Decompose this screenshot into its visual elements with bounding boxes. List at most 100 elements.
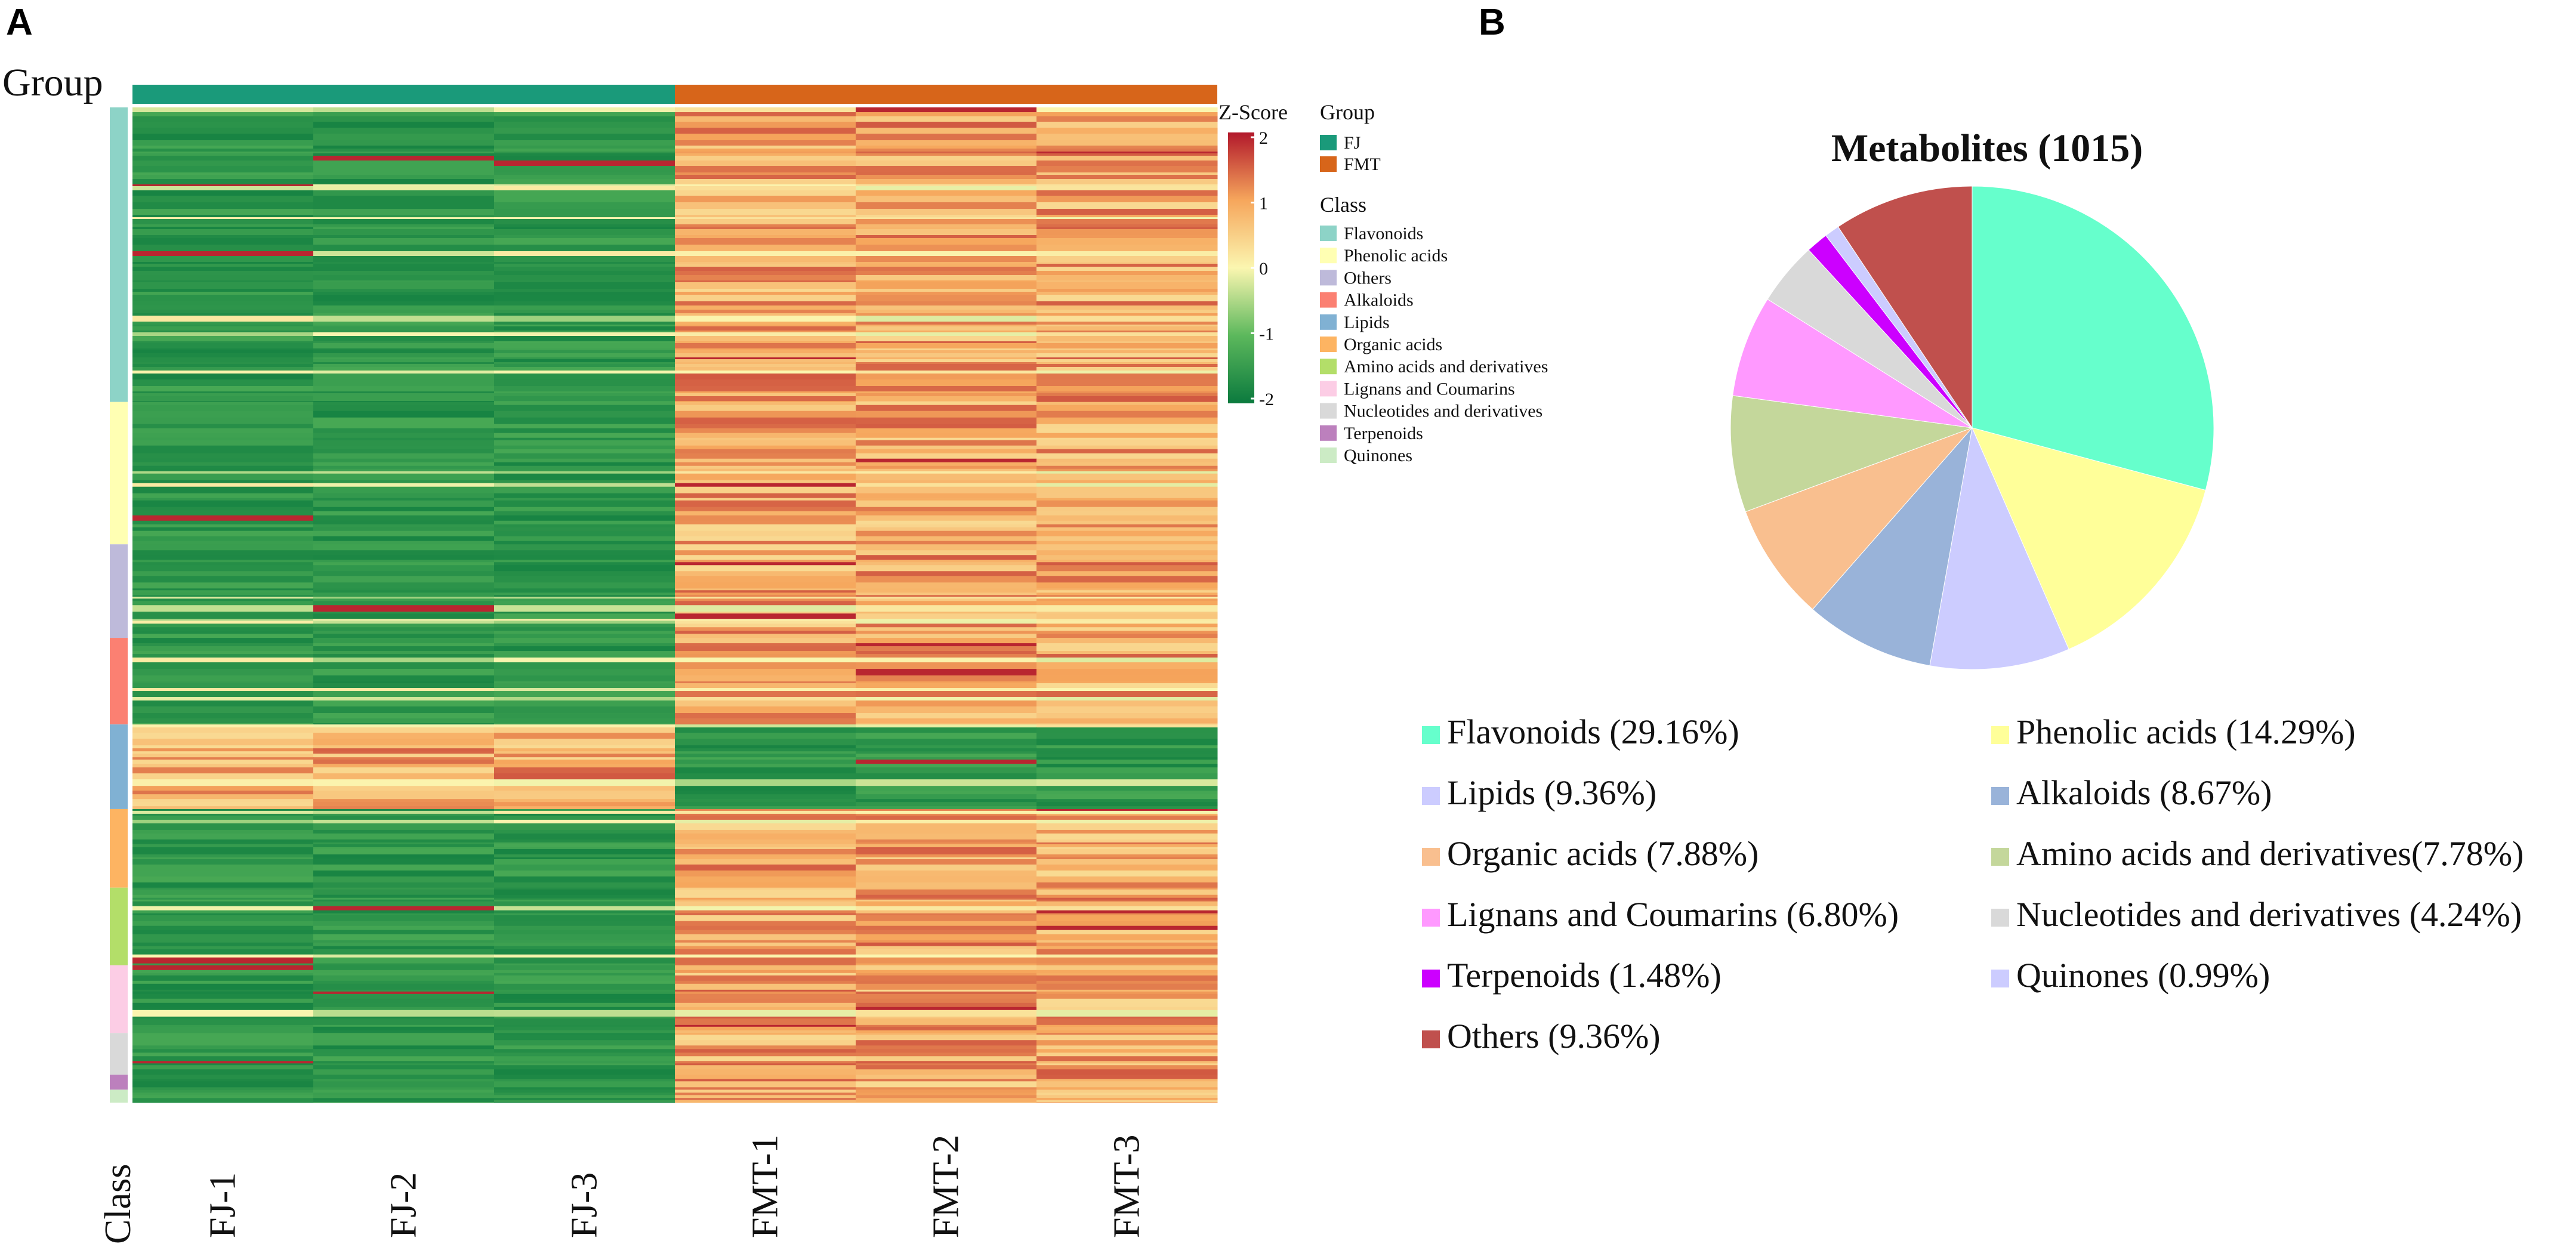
column-label-fmt-3: FMT-3 (1107, 1135, 1147, 1238)
heatmap-cell (132, 773, 314, 780)
heatmap-cell (132, 819, 314, 824)
heatmap-cell (1036, 794, 1218, 800)
heatmap-cell (313, 595, 495, 597)
heatmap-cell (1036, 1024, 1218, 1027)
heatmap-cell (132, 313, 314, 316)
heatmap-cell (856, 1045, 1037, 1050)
heatmap-cell (494, 353, 675, 358)
heatmap-cell (1036, 882, 1218, 888)
heatmap-cell (1036, 612, 1218, 614)
heatmap-cell (494, 280, 675, 283)
heatmap-cell (675, 401, 856, 403)
heatmap-cell (132, 723, 314, 725)
class-legend-label: Lipids (1344, 313, 1390, 332)
heatmap-cell (1036, 624, 1218, 628)
heatmap-cell (1036, 1035, 1218, 1041)
heatmap-cell (132, 925, 314, 931)
pie-slice (1972, 427, 2206, 650)
heatmap-cell (856, 1081, 1037, 1088)
heatmap-cell (494, 437, 675, 441)
heatmap-cell (856, 326, 1037, 331)
zscore-legend-title: Z-Score (1218, 100, 1288, 124)
heatmap-cell (132, 993, 314, 999)
heatmap-cell (675, 544, 856, 551)
heatmap-cell (1036, 565, 1218, 572)
heatmap-cell (313, 1007, 495, 1011)
heatmap-cell (675, 651, 856, 655)
heatmap-cell (675, 520, 856, 525)
heatmap-cell (1036, 134, 1218, 141)
heatmap-cell (675, 713, 856, 719)
heatmap-cell (313, 493, 495, 499)
pie-legend-label: Nucleotides and derivatives (4.24%) (2016, 895, 2522, 934)
heatmap-cell (675, 757, 856, 760)
heatmap-cell (1036, 229, 1218, 236)
heatmap-cell (1036, 713, 1218, 719)
class-legend-title: Class (1320, 193, 1366, 217)
heatmap-cell (1036, 184, 1218, 187)
heatmap-cell (132, 295, 314, 302)
heatmap-cell (856, 733, 1037, 739)
heatmap-cell (132, 718, 314, 724)
heatmap-cell (675, 658, 856, 663)
heatmap-cell (1036, 991, 1218, 995)
heatmap-cell (675, 1007, 856, 1011)
heatmap-cell (856, 229, 1037, 236)
heatmap-cell (494, 209, 675, 215)
heatmap-cell (494, 336, 675, 342)
pie-legend-label: Terpenoids (1.48%) (1447, 956, 1722, 995)
heatmap-cell (313, 256, 495, 263)
heatmap-cell (132, 691, 314, 697)
heatmap-cell (856, 536, 1037, 542)
heatmap-cell (1036, 453, 1218, 459)
heatmap-cell (1036, 359, 1218, 363)
heatmap-cell (856, 515, 1037, 521)
heatmap-cell (494, 282, 675, 289)
heatmap-cell (856, 417, 1037, 425)
heatmap-cell (675, 697, 856, 701)
heatmap-cell (856, 560, 1037, 563)
heatmap-cell (313, 1100, 495, 1103)
heatmap-cell (856, 802, 1037, 807)
heatmap-cell (132, 565, 314, 572)
heatmap-cell (313, 379, 495, 387)
heatmap-cell (1036, 202, 1218, 209)
heatmap-cell (494, 348, 675, 351)
heatmap-cell (494, 998, 675, 1004)
heatmap-cell (494, 1100, 675, 1103)
heatmap-cell (494, 723, 675, 725)
heatmap-cell (494, 658, 675, 663)
heatmap-cell (1036, 847, 1218, 850)
heatmap-cell (1036, 1007, 1218, 1011)
heatmap-cell (132, 396, 314, 402)
heatmap-cell (856, 848, 1037, 855)
heatmap-cell (494, 588, 675, 591)
heatmap-cell (494, 681, 675, 684)
heatmap-cell (1036, 550, 1218, 555)
heatmap-cell (132, 483, 314, 487)
heatmap-cell (313, 829, 495, 834)
heatmap-cell (494, 1079, 675, 1082)
heatmap-cell (675, 433, 856, 439)
heatmap-cell (313, 1040, 495, 1046)
heatmap-cell (675, 322, 856, 325)
heatmap-cell (313, 1087, 495, 1090)
heatmap-cell (675, 745, 856, 749)
heatmap-cell (132, 1033, 314, 1035)
heatmap-cell (313, 536, 495, 542)
heatmap-cell (1036, 833, 1218, 840)
pie-legend-label: Others (9.36%) (1447, 1017, 1661, 1055)
heatmap-cell (313, 292, 495, 295)
heatmap-cell (856, 172, 1037, 175)
heatmap-cell (675, 453, 856, 459)
heatmap-cell (494, 859, 675, 865)
heatmap-cell (856, 1030, 1037, 1033)
heatmap-cell (313, 1002, 495, 1008)
heatmap-cell (494, 1063, 675, 1066)
heatmap-cell (494, 357, 675, 360)
heatmap-cell (1036, 256, 1218, 263)
heatmap-cell (494, 634, 675, 638)
heatmap-cell (313, 245, 495, 252)
heatmap-cell (856, 915, 1037, 922)
heatmap-cell (856, 462, 1037, 467)
